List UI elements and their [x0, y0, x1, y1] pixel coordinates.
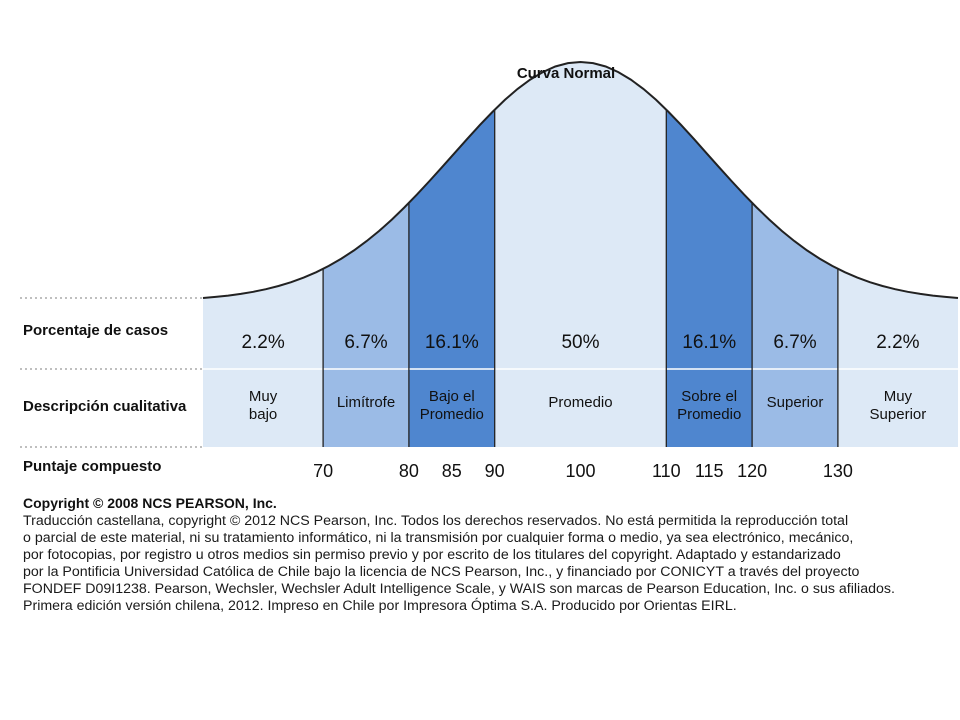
chart-title: Curva Normal [517, 65, 615, 82]
percentage-label: 6.7% [344, 332, 387, 353]
score-tick-labels: 70 80 85 90 100 110 115 120 130 [313, 461, 853, 481]
row-label-scores: Puntaje compuesto [23, 458, 162, 475]
copyright-line: Traducción castellana, copyright © 2012 … [23, 513, 849, 529]
normal-curve-figure: Curva Normal 2.2% 6.7% 16.1% 50% 16.1% 6.7% 2.… [20, 60, 959, 481]
curve-segment [203, 268, 324, 447]
row-label-percentage: Porcentaje de casos [23, 322, 169, 339]
description-label: Promedio [677, 406, 741, 423]
copyright-line: FONDEF D09I1238. Pearson, Wechsler, Wech… [23, 581, 895, 597]
percentage-label: 6.7% [773, 332, 816, 353]
description-label: Promedio [548, 394, 612, 411]
copyright-line: o parcial de este material, ni su tratam… [23, 530, 854, 546]
percentage-label: 16.1% [682, 332, 736, 353]
score-tick-label: 120 [737, 461, 767, 481]
description-label: Promedio [420, 406, 484, 423]
copyright-line: por fotocopias, por registro u otros med… [23, 547, 841, 563]
score-tick-label: 85 [442, 461, 462, 481]
score-tick-label: 70 [313, 461, 333, 481]
percentage-labels: 2.2% 6.7% 16.1% 50% 16.1% 6.7% 2.2% [241, 332, 919, 353]
score-tick-label: 80 [399, 461, 419, 481]
copyright-line: por la Pontificia Universidad Católica d… [23, 564, 860, 580]
score-tick-label: 100 [565, 461, 595, 481]
description-label: Limítrofe [337, 394, 395, 411]
percentage-label: 50% [561, 332, 599, 353]
copyright-line: Primera edición versión chilena, 2012. I… [23, 598, 737, 614]
copyright-notice: Copyright © 2008 NCS PEARSON, Inc. Tradu… [23, 495, 938, 615]
description-label: Muy [884, 388, 913, 405]
description-label: Bajo el [429, 388, 475, 405]
curve-segment [837, 268, 958, 447]
segment-dividers [322, 109, 839, 447]
curve-segment [323, 202, 409, 447]
curve-segment [494, 62, 667, 447]
curve-segment [408, 109, 495, 447]
percentage-label: 2.2% [876, 332, 919, 353]
copyright-title: Copyright © 2008 NCS PEARSON, Inc. [23, 495, 277, 511]
score-tick-label: 110 [652, 461, 681, 481]
score-tick-label: 130 [823, 461, 853, 481]
description-label: bajo [249, 406, 277, 423]
row-label-description: Descripción cualitativa [23, 398, 187, 415]
curve-segment [752, 202, 838, 447]
description-label: Superior [870, 406, 927, 423]
description-label: Muy [249, 388, 278, 405]
row-guide-lines [20, 297, 958, 448]
curve-segment [666, 109, 753, 447]
description-label: Sobre el [681, 388, 737, 405]
percentage-label: 16.1% [425, 332, 479, 353]
description-label: Superior [767, 394, 824, 411]
score-tick-label: 115 [695, 461, 724, 481]
score-tick-label: 90 [485, 461, 505, 481]
percentage-label: 2.2% [241, 332, 284, 353]
normal-curve-line [202, 60, 959, 299]
curve-segment-fills [203, 62, 958, 447]
